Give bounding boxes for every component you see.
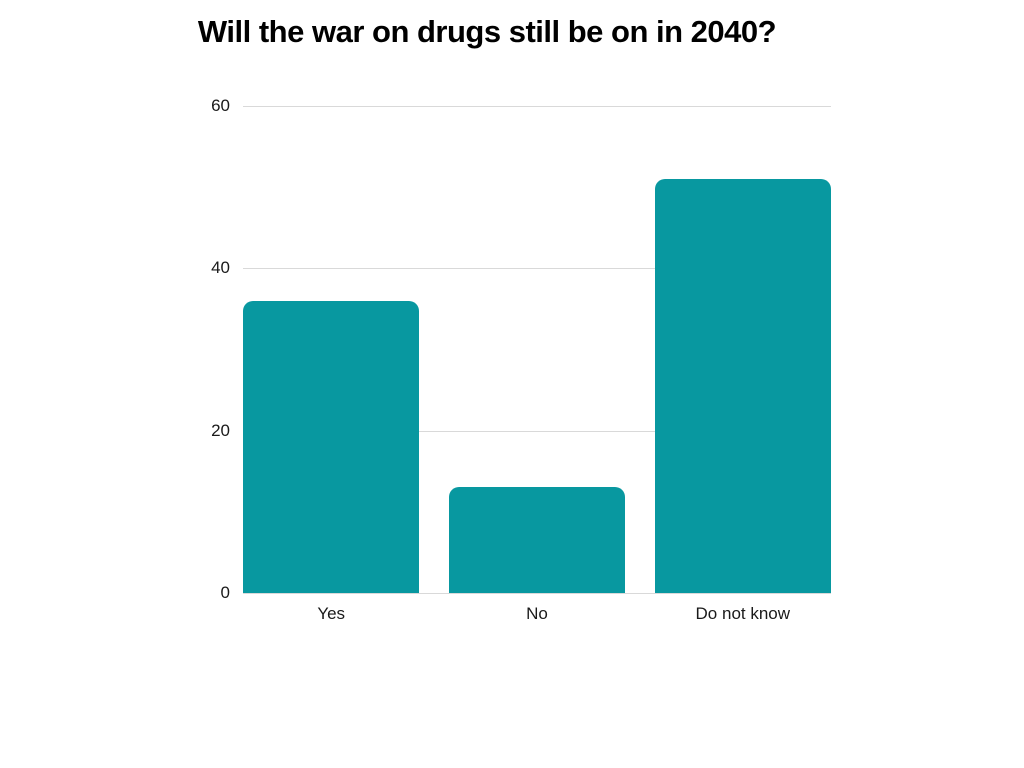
bar-yes — [243, 300, 420, 593]
y-tick-label-20: 20 — [211, 420, 230, 440]
gridline-60 — [243, 106, 831, 107]
chart-title: Will the war on drugs still be on in 204… — [197, 14, 777, 49]
bar-do-not-know — [654, 179, 831, 593]
y-tick-label-60: 60 — [211, 96, 230, 115]
plot-area: 0 20 40 60 Yes No Do not know — [211, 96, 831, 623]
x-label-no: No — [526, 604, 548, 623]
x-label-do-not-know: Do not know — [695, 604, 791, 623]
y-tick-label-0: 0 — [220, 583, 230, 602]
bar-series — [243, 106, 831, 593]
y-tick-label-40: 40 — [211, 258, 230, 278]
gridline-20 — [243, 430, 831, 432]
x-label-yes: Yes — [317, 604, 346, 623]
x-axis-labels: Yes No Do not know — [243, 604, 831, 624]
gridline-40 — [243, 268, 831, 270]
bar-no — [448, 487, 626, 593]
gridline-0 — [243, 593, 831, 594]
